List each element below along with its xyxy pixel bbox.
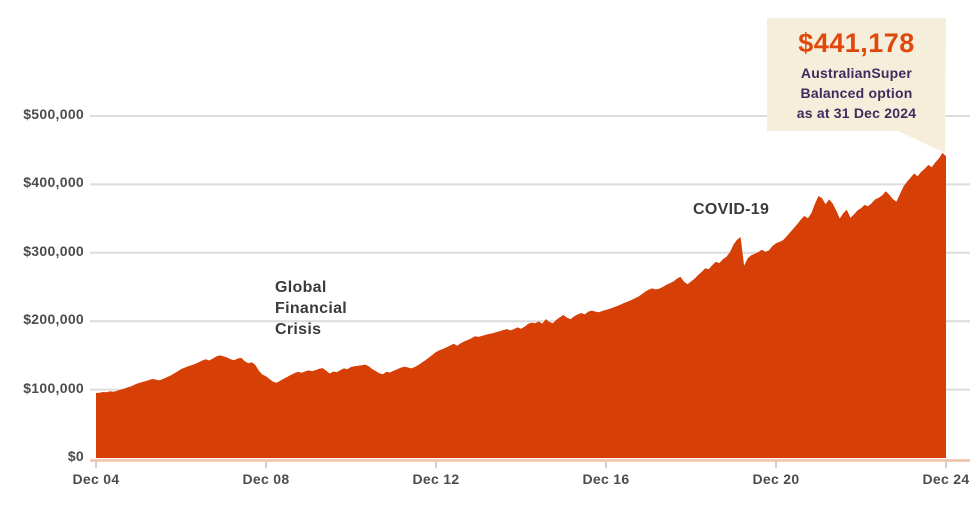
callout-final-value: $441,178	[798, 28, 915, 58]
y-tick-label: $500,000	[23, 106, 84, 122]
area-series	[96, 152, 946, 458]
x-tick-label: Dec 08	[242, 471, 290, 487]
y-tick-label: $0	[67, 448, 84, 464]
callout-content: $441,178 AustralianSuper Balanced option…	[767, 26, 946, 123]
y-tick-label: $300,000	[23, 242, 84, 259]
y-tick-label: $100,000	[23, 379, 84, 396]
x-axis-tick-marks	[95, 461, 947, 468]
area-series-group	[96, 152, 946, 458]
x-tick-label: Dec 12	[412, 471, 460, 487]
y-tick-label: $400,000	[23, 174, 84, 191]
x-tick-label: Dec 24	[922, 471, 970, 487]
annotation-global-financial-crisis: Global Financial Crisis	[275, 279, 348, 338]
y-tick-label: $200,000	[23, 311, 84, 328]
x-tick-label: Dec 20	[752, 471, 800, 487]
annotation-covid-19: COVID-19	[693, 201, 770, 218]
callout-description: AustralianSuper Balanced option as at 31…	[796, 65, 917, 121]
x-tick-label: Dec 04	[72, 471, 120, 487]
callout-bubble	[767, 18, 946, 153]
x-tick-label: Dec 16	[582, 471, 630, 487]
